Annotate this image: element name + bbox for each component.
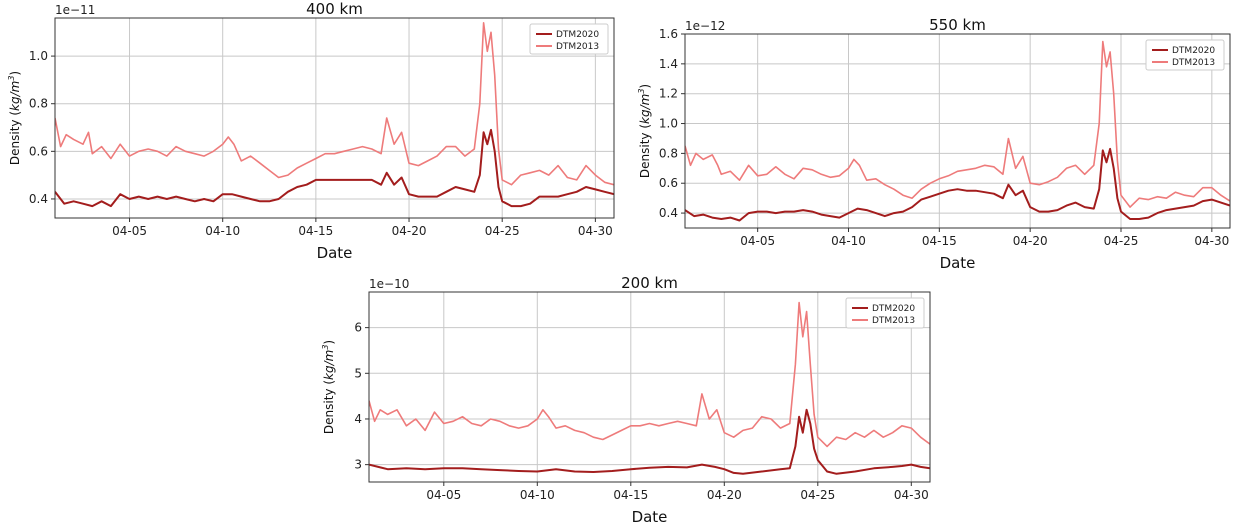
series-line-dtm2013 bbox=[55, 22, 614, 186]
y-tick-label: 4 bbox=[354, 412, 362, 426]
y-axis-label: Density (kg/m3) bbox=[321, 340, 336, 434]
legend-label: DTM2013 bbox=[872, 316, 915, 326]
x-tick-label: 04-05 bbox=[426, 488, 461, 502]
x-axis-label: Date bbox=[940, 254, 976, 272]
x-tick-label: 04-30 bbox=[894, 488, 929, 502]
y-tick-label: 0.4 bbox=[659, 206, 678, 220]
y-tick-label: 1.0 bbox=[659, 117, 678, 131]
y-tick-label: 0.8 bbox=[659, 146, 678, 160]
y-tick-label: 5 bbox=[354, 366, 362, 380]
y-axis-label: Density (kg/m3) bbox=[7, 71, 22, 165]
x-tick-label: 04-10 bbox=[831, 234, 866, 248]
x-tick-label: 04-25 bbox=[1104, 234, 1139, 248]
chart-title: 400 km bbox=[306, 0, 363, 18]
x-tick-label: 04-25 bbox=[800, 488, 835, 502]
x-tick-label: 04-20 bbox=[1013, 234, 1048, 248]
chart-title: 200 km bbox=[621, 274, 678, 292]
y-tick-label: 1.2 bbox=[659, 87, 678, 101]
plot-frame bbox=[684, 33, 1231, 229]
y-tick-label: 6 bbox=[354, 321, 362, 335]
plot-frame bbox=[54, 17, 615, 219]
x-tick-label: 04-10 bbox=[205, 224, 240, 238]
legend-label: DTM2013 bbox=[556, 42, 599, 52]
chart-400km: 400 km 1e−11 04-05 04-10 04-15 04-20 04-25 04-3… bbox=[7, 0, 615, 262]
y-tick-label: 0.6 bbox=[29, 144, 48, 158]
legend-label: DTM2020 bbox=[1172, 46, 1215, 56]
legend-label: DTM2013 bbox=[1172, 58, 1215, 68]
axis-multiplier: 1e−12 bbox=[685, 19, 725, 33]
y-tick-label: 1.4 bbox=[659, 57, 678, 71]
y-tick-label: 0.4 bbox=[29, 192, 48, 206]
chart-200km: 200 km 1e−10 04-05 04-10 04-15 04-20 04-25 04-3… bbox=[321, 274, 931, 523]
y-tick-label: 1.0 bbox=[29, 49, 48, 63]
x-tick-label: 04-20 bbox=[392, 224, 427, 238]
y-tick-label: 3 bbox=[354, 458, 362, 472]
x-tick-label: 04-15 bbox=[613, 488, 648, 502]
y-tick-label: 1.6 bbox=[659, 27, 678, 41]
series-line-dtm2013 bbox=[369, 301, 930, 448]
x-tick-label: 04-25 bbox=[485, 224, 520, 238]
x-tick-label: 04-05 bbox=[112, 224, 147, 238]
y-tick-label: 0.8 bbox=[29, 97, 48, 111]
chart-550km: 550 km 1e−12 04-05 04-10 04-15 04-20 04-25 04-3… bbox=[637, 16, 1231, 272]
x-tick-label: 04-15 bbox=[298, 224, 333, 238]
legend-label: DTM2020 bbox=[872, 304, 915, 314]
x-tick-label: 04-30 bbox=[1194, 234, 1229, 248]
y-axis-label: Density (kg/m3) bbox=[637, 84, 652, 178]
x-tick-label: 04-15 bbox=[922, 234, 957, 248]
legend-label: DTM2020 bbox=[556, 30, 599, 40]
x-tick-label: 04-30 bbox=[578, 224, 613, 238]
series-line-dtm2020 bbox=[55, 128, 614, 208]
x-axis-label: Date bbox=[317, 244, 353, 262]
axis-multiplier: 1e−11 bbox=[55, 3, 95, 17]
x-axis-label: Date bbox=[632, 508, 668, 523]
series-line-dtm2013 bbox=[685, 40, 1230, 208]
x-tick-label: 04-10 bbox=[520, 488, 555, 502]
chart-title: 550 km bbox=[929, 16, 986, 34]
axis-multiplier: 1e−10 bbox=[369, 277, 409, 291]
x-tick-label: 04-05 bbox=[740, 234, 775, 248]
series-line-dtm2020 bbox=[685, 147, 1230, 222]
x-tick-label: 04-20 bbox=[707, 488, 742, 502]
plot-frame bbox=[368, 291, 931, 483]
series-line-dtm2020 bbox=[369, 408, 930, 475]
y-tick-label: 0.6 bbox=[659, 176, 678, 190]
